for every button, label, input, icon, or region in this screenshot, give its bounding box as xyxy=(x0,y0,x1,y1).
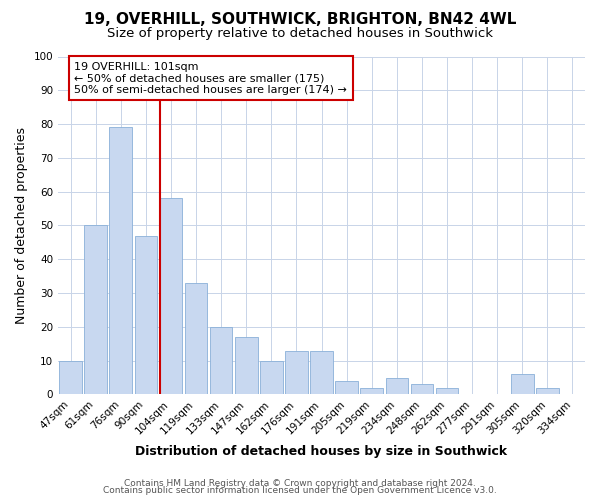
Bar xyxy=(310,350,333,395)
Text: Size of property relative to detached houses in Southwick: Size of property relative to detached ho… xyxy=(107,28,493,40)
Bar xyxy=(386,378,408,394)
Bar xyxy=(260,360,283,394)
Bar xyxy=(109,128,132,394)
Text: Contains HM Land Registry data © Crown copyright and database right 2024.: Contains HM Land Registry data © Crown c… xyxy=(124,478,476,488)
Text: Contains public sector information licensed under the Open Government Licence v3: Contains public sector information licen… xyxy=(103,486,497,495)
Bar xyxy=(410,384,433,394)
Bar xyxy=(285,350,308,395)
Y-axis label: Number of detached properties: Number of detached properties xyxy=(15,127,28,324)
Bar xyxy=(160,198,182,394)
Bar xyxy=(335,381,358,394)
Bar xyxy=(134,236,157,394)
Text: 19 OVERHILL: 101sqm
← 50% of detached houses are smaller (175)
50% of semi-detac: 19 OVERHILL: 101sqm ← 50% of detached ho… xyxy=(74,62,347,95)
Bar xyxy=(235,337,257,394)
Bar xyxy=(436,388,458,394)
Bar xyxy=(511,374,533,394)
Bar xyxy=(536,388,559,394)
Bar xyxy=(59,360,82,394)
Bar xyxy=(361,388,383,394)
Bar xyxy=(85,226,107,394)
Bar xyxy=(185,283,208,395)
Text: 19, OVERHILL, SOUTHWICK, BRIGHTON, BN42 4WL: 19, OVERHILL, SOUTHWICK, BRIGHTON, BN42 … xyxy=(84,12,516,28)
Bar xyxy=(210,327,232,394)
X-axis label: Distribution of detached houses by size in Southwick: Distribution of detached houses by size … xyxy=(136,444,508,458)
